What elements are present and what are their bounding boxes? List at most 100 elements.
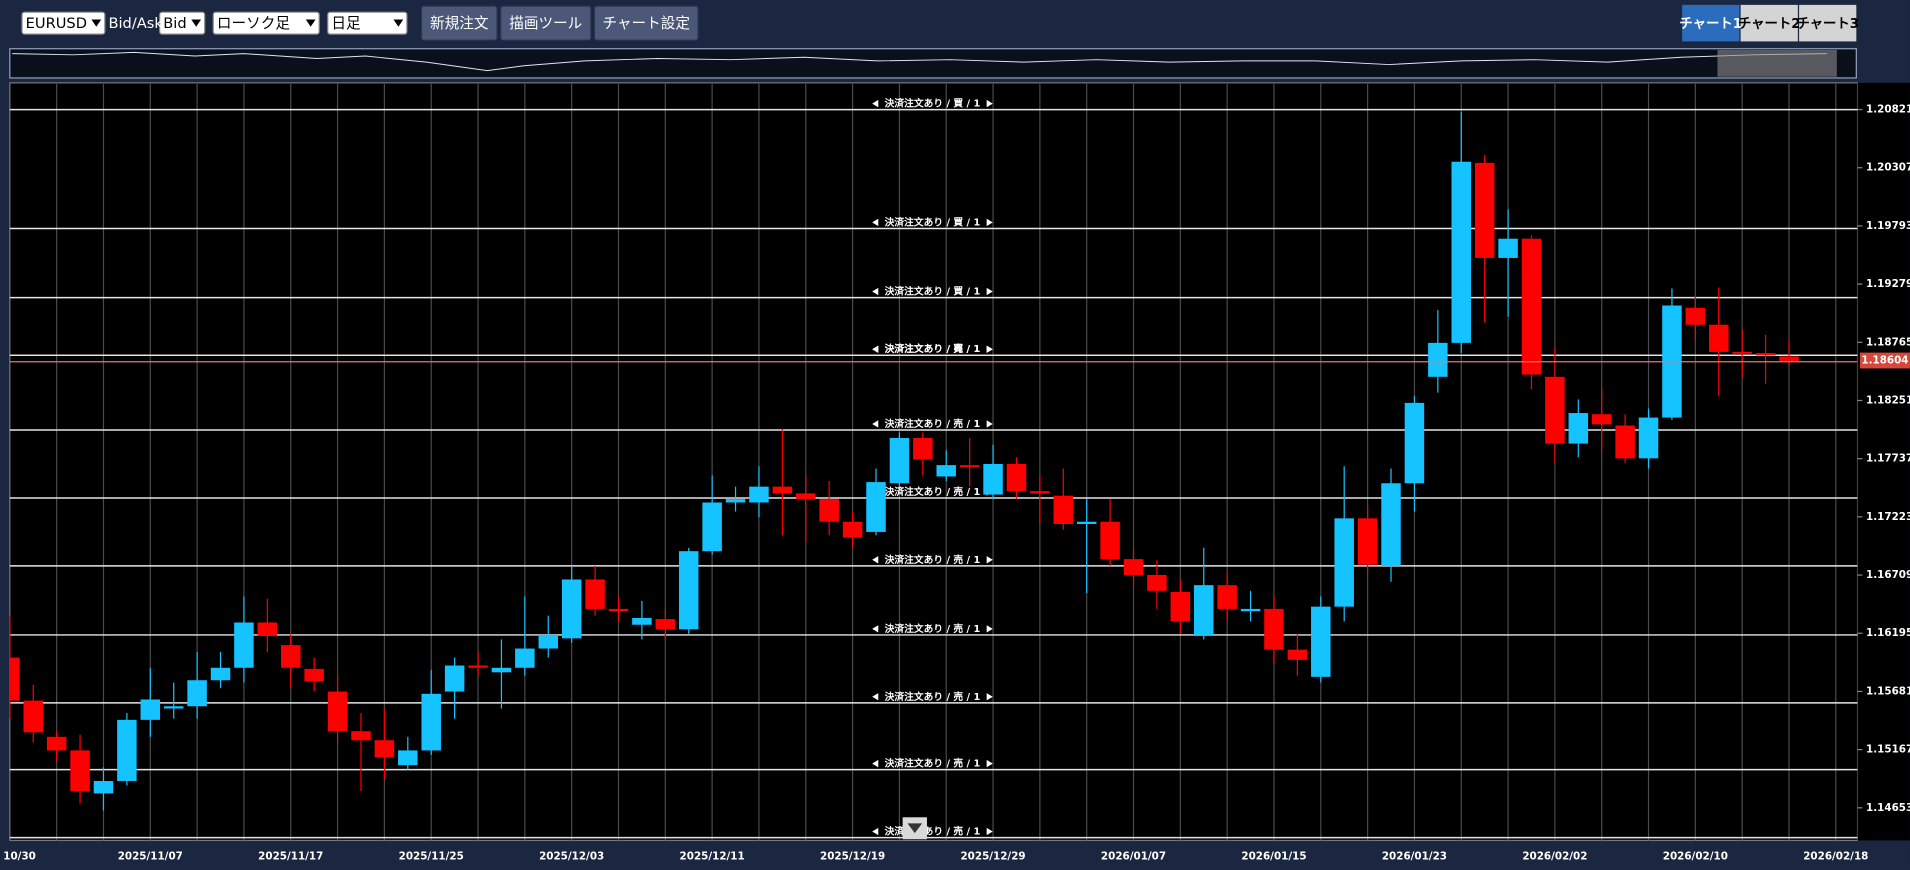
arrow-icon: [986, 556, 993, 564]
arrow-icon: [872, 99, 879, 108]
candle-body: [1217, 585, 1237, 609]
arrow-icon: [872, 218, 879, 227]
navigator[interactable]: [9, 48, 1857, 79]
order-label: 決済注文あり / 売 / 1: [885, 757, 981, 770]
toolbar-button[interactable]: [500, 5, 592, 41]
candle-body: [46, 736, 67, 751]
candle-body: [1147, 574, 1167, 591]
dropdown[interactable]: [21, 11, 106, 35]
candle-body: [1404, 402, 1425, 484]
chart-tab[interactable]: [1740, 4, 1798, 42]
x-tick-label: 2025/11/17: [258, 850, 323, 862]
candle-body: [842, 521, 863, 538]
candle-body: [281, 645, 301, 668]
candle-body: [1474, 162, 1495, 258]
dropdown[interactable]: [212, 11, 320, 35]
dropdown-value: ローソク足: [217, 15, 290, 32]
chart-tab-label: チャート2: [1738, 16, 1801, 32]
candle-body: [1264, 608, 1284, 650]
x-tick-label: 2026/02/18: [1803, 850, 1868, 862]
dropdown[interactable]: [327, 11, 408, 35]
candle-body: [1100, 521, 1120, 560]
candle-body: [1685, 307, 1706, 325]
candle-body: [1498, 238, 1518, 258]
chart-tab[interactable]: [1799, 4, 1857, 42]
candle-body: [889, 437, 910, 484]
order-label: 決済注文あり / 買 / 1: [885, 97, 981, 110]
candle-body: [1451, 161, 1471, 343]
candles: [9, 111, 1799, 811]
order-label: 決済注文あり / 売 / 1: [885, 417, 981, 430]
order-label: 決済注文あり / 買 / 1: [885, 342, 981, 355]
candle-body: [1334, 518, 1354, 607]
candle-body: [725, 499, 746, 503]
arrow-icon: [872, 625, 879, 633]
dropdown[interactable]: [159, 11, 206, 35]
candle-body: [93, 780, 114, 794]
x-tick-label: 2025/11/25: [399, 850, 464, 862]
arrow-icon: [986, 99, 993, 108]
candle-body: [1568, 413, 1589, 444]
y-tick-label: 1.19279: [1866, 278, 1910, 290]
x-tick-label: 2025/12/03: [539, 850, 604, 862]
y-tick-label: 1.15167: [1866, 744, 1910, 756]
candle-body: [983, 464, 1003, 495]
candle-body: [796, 493, 816, 500]
y-tick-label: 1.15681: [1866, 685, 1910, 697]
candle-body: [1732, 351, 1752, 354]
candle-body: [1170, 591, 1191, 622]
y-tick-label: 1.17737: [1866, 453, 1910, 465]
candle-body: [1053, 495, 1074, 525]
candle-body: [140, 699, 161, 720]
candle-body: [1638, 417, 1659, 459]
order-label: 決済注文あり / 売 / 1: [885, 690, 981, 703]
candle-body: [561, 579, 582, 639]
candle-body: [678, 551, 699, 630]
arrow-icon: [986, 218, 993, 227]
arrow-icon: [872, 556, 879, 564]
candle-body: [1615, 425, 1635, 459]
candle-body: [959, 465, 980, 467]
x-tick-label: 2026/02/02: [1522, 850, 1587, 862]
toolbar-button-label: 新規注文: [430, 15, 489, 32]
candle-body: [1311, 606, 1331, 677]
order-label: 決済注文あり / 売 / 1: [885, 622, 981, 635]
y-tick-label: 1.20307: [1866, 162, 1910, 174]
order-label: 決済注文あり / 売 / 1: [885, 553, 981, 566]
candle-body: [913, 437, 933, 460]
x-tick-label: 2025/12/29: [960, 850, 1025, 862]
candle-body: [515, 648, 535, 668]
candle-body: [1193, 585, 1214, 635]
candle-body: [1006, 464, 1027, 492]
candle-body: [234, 622, 254, 668]
candle-body: [1591, 414, 1612, 425]
dropdown-value: 日足: [331, 15, 361, 32]
dropdown-value: Bid: [163, 15, 186, 32]
candle-body: [117, 719, 137, 781]
candle-body: [1709, 324, 1729, 352]
arrow-icon: [986, 420, 993, 428]
candle-body: [585, 579, 605, 609]
toolbar-button[interactable]: [593, 5, 699, 41]
toolbar-button[interactable]: [420, 5, 498, 41]
navigator-window[interactable]: [1717, 49, 1837, 77]
chart-tab[interactable]: [1682, 4, 1740, 42]
candle-body: [819, 499, 839, 522]
candle-body: [1240, 608, 1261, 612]
candle-body: [1755, 353, 1776, 356]
candle-body: [1779, 356, 1799, 361]
y-tick-label: 1.16195: [1866, 627, 1910, 639]
candle-body: [772, 486, 793, 494]
arrow-icon: [986, 759, 993, 768]
arrow-icon: [986, 345, 993, 353]
y-tick-label: 1.18251: [1866, 394, 1910, 406]
y-axis-area: [1857, 82, 1910, 841]
toolbar-button-label: 描画ツール: [509, 15, 582, 32]
candle-body: [632, 617, 652, 625]
candle-body: [9, 657, 20, 701]
arrow-icon: [986, 625, 993, 633]
candle-body: [749, 486, 769, 503]
candle-body: [23, 700, 43, 733]
